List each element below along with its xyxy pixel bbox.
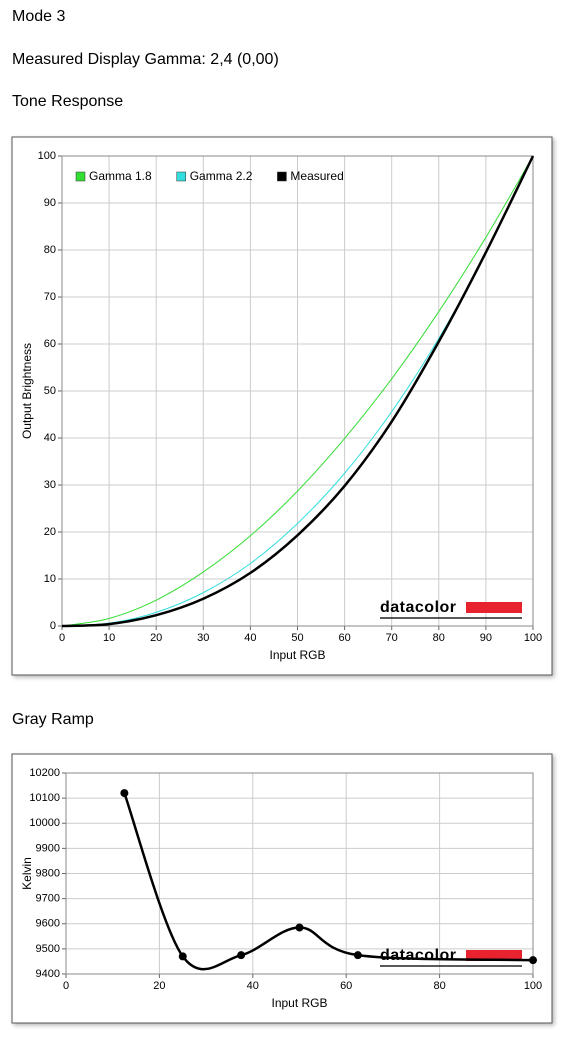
series-line	[61, 155, 535, 628]
y-tick-label: 50	[44, 385, 56, 397]
x-tick-label: 40	[244, 632, 256, 644]
y-tick-label: 90	[44, 197, 56, 209]
y-tick-label: 10200	[29, 767, 60, 779]
watermark: datacolor	[380, 947, 457, 964]
y-tick-label: 80	[44, 244, 56, 256]
y-tick-label: 70	[44, 291, 56, 303]
y-tick-label: 10	[44, 573, 56, 585]
legend-label: Gamma 2.2	[190, 169, 253, 183]
section-title: Gray Ramp	[12, 711, 94, 728]
x-tick-label: 0	[59, 632, 65, 644]
legend-label: Measured	[290, 169, 343, 183]
x-tick-label: 20	[150, 632, 162, 644]
chart-frame	[11, 753, 553, 1024]
y-tick-label: 10000	[29, 817, 60, 829]
y-tick-label: 100	[38, 150, 56, 162]
series-line	[61, 155, 534, 627]
data-point	[529, 956, 537, 965]
legend-swatch	[176, 171, 186, 182]
y-tick-label: 9800	[36, 867, 60, 879]
x-tick-label: 10	[103, 632, 115, 644]
x-tick-label: 90	[480, 632, 492, 644]
y-axis-label: Kelvin	[20, 857, 34, 890]
data-point	[178, 952, 187, 961]
watermark: datacolor	[380, 599, 457, 616]
y-tick-label: 30	[44, 479, 56, 491]
x-tick-label: 100	[524, 980, 542, 992]
data-point	[237, 951, 246, 960]
x-tick-label: 80	[433, 632, 445, 644]
gamma-summary: Measured Display Gamma: 2,4 (0,00)	[12, 51, 279, 68]
data-point	[353, 951, 362, 960]
y-tick-label: 10100	[29, 792, 60, 804]
data-point	[295, 923, 304, 932]
series-line	[123, 792, 534, 971]
y-tick-label: 9900	[36, 842, 60, 854]
watermark-bar	[466, 950, 522, 961]
x-tick-label: 80	[433, 980, 445, 992]
x-axis-label: Input RGB	[271, 996, 327, 1010]
legend-swatch	[75, 171, 86, 182]
y-tick-label: 9500	[36, 943, 60, 955]
mode-title: Mode 3	[12, 8, 65, 25]
x-tick-label: 30	[197, 632, 209, 644]
plot-border	[65, 772, 534, 975]
legend-label: Gamma 1.8	[89, 169, 152, 183]
x-axis-label: Input RGB	[269, 648, 325, 662]
plot-border	[61, 155, 534, 627]
y-tick-label: 40	[44, 432, 56, 444]
x-tick-label: 20	[153, 980, 165, 992]
y-tick-label: 9600	[36, 918, 60, 930]
x-tick-label: 70	[386, 632, 398, 644]
x-tick-label: 60	[340, 980, 352, 992]
y-tick-label: 9400	[36, 968, 60, 980]
x-tick-label: 40	[247, 980, 259, 992]
x-tick-label: 60	[338, 632, 350, 644]
section-title: Tone Response	[12, 93, 123, 110]
y-tick-label: 20	[44, 526, 56, 538]
legend-swatch	[277, 171, 287, 182]
y-tick-label: 9700	[36, 893, 60, 905]
data-point	[120, 789, 129, 798]
x-tick-label: 50	[291, 632, 303, 644]
chart-frame	[11, 136, 553, 676]
y-axis-label: Output Brightness	[20, 343, 34, 439]
x-tick-label: 100	[524, 632, 542, 644]
y-tick-label: 0	[50, 620, 56, 632]
watermark-bar	[466, 602, 522, 613]
x-tick-label: 0	[63, 980, 69, 992]
y-tick-label: 60	[44, 338, 56, 350]
